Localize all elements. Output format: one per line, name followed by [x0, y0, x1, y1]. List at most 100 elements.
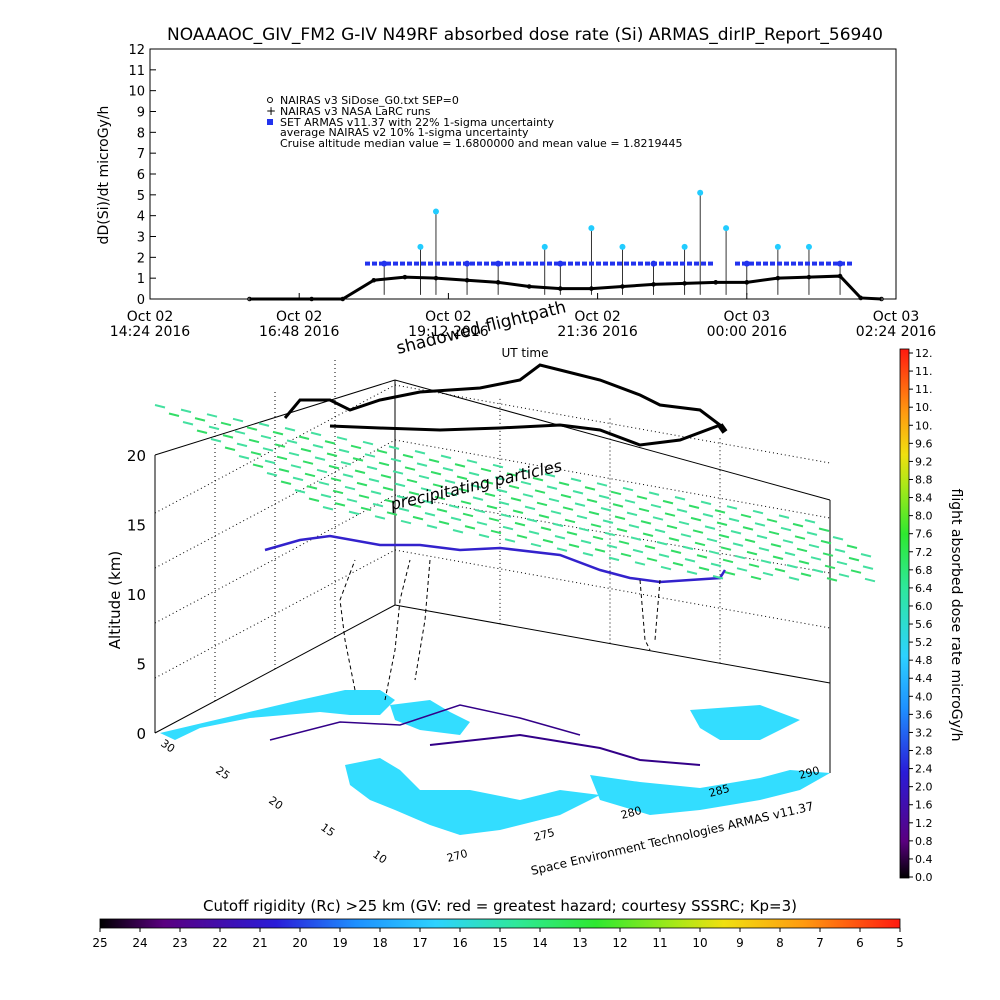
particle-mark [678, 520, 690, 526]
armas-band-point [763, 261, 768, 266]
particle-mark [576, 514, 588, 520]
top-y-tick-label: 4 [137, 210, 145, 225]
cutoff-rigidity-tick-label: 9 [736, 936, 744, 950]
colorbar-tick-label: 3.2 [915, 726, 933, 739]
particle-mark [364, 453, 376, 458]
particle-mark [548, 497, 560, 503]
particle-mark [792, 522, 804, 528]
particle-mark [442, 467, 454, 472]
armas-band-point [386, 261, 391, 266]
particle-mark [392, 470, 404, 475]
top-y-tick-label: 3 [137, 231, 145, 246]
armas-band-point [589, 261, 594, 266]
particle-mark [384, 498, 396, 504]
particle-mark [326, 452, 338, 457]
armas-band-point [463, 261, 468, 266]
particle-mark [312, 444, 324, 449]
particle-mark [266, 472, 278, 477]
box-grid-line [154, 549, 396, 679]
armas-band-point [840, 261, 845, 266]
box-dotted-grid [154, 359, 831, 701]
particle-mark [330, 477, 342, 482]
particle-mark [450, 516, 462, 522]
legend-marker-armas [267, 119, 273, 125]
particle-mark [320, 493, 332, 499]
particle-mark [768, 530, 780, 536]
particle-mark [482, 480, 494, 485]
particle-mark [206, 413, 218, 418]
particle-mark [812, 568, 824, 574]
particle-mark [706, 537, 718, 543]
particle-mark [648, 491, 660, 496]
particle-mark [592, 535, 604, 541]
particle-mark [428, 458, 440, 463]
particle-mark [366, 465, 378, 471]
particle-mark [636, 495, 648, 500]
particle-mark [778, 514, 790, 519]
top-x-tick-label-date: Oct 02 [574, 309, 620, 325]
particle-mark [520, 480, 532, 486]
particle-mark [528, 530, 540, 535]
particle-mark [672, 561, 684, 567]
particle-mark [246, 426, 258, 431]
particle-mark [770, 543, 782, 548]
particle-mark [462, 512, 474, 518]
flight-track-3d [264, 534, 727, 584]
cutoff-rigidity-tick-label: 18 [372, 936, 387, 950]
particle-mark [484, 492, 496, 497]
particle-mark [542, 538, 554, 544]
colorbar-tick-label: 10. [915, 401, 933, 414]
particle-mark [414, 450, 426, 455]
armas-point [681, 243, 688, 250]
particle-mark [734, 554, 746, 560]
colorbar-gradient [899, 348, 910, 879]
nairas-point [309, 296, 314, 302]
particle-mark [388, 445, 400, 450]
particle-mark [370, 490, 382, 495]
particle-mark [584, 486, 596, 491]
particle-mark [258, 422, 270, 427]
cutoff-rigidity-tick-label: 23 [172, 936, 187, 950]
land-south-america [590, 770, 830, 815]
nairas-point [713, 280, 719, 285]
armas-band-point [421, 261, 426, 266]
particle-mark [668, 537, 680, 542]
top-x-tick-label-date: Oct 02 [276, 309, 322, 325]
cutoff-rigidity-tick-label: 8 [776, 936, 784, 950]
particle-mark [208, 425, 220, 431]
altitude-tick-label: 0 [136, 725, 146, 743]
particle-mark [564, 518, 576, 524]
particle-mark [654, 528, 666, 534]
particle-mark [728, 517, 740, 523]
particle-mark [284, 427, 296, 432]
particle-mark [430, 470, 442, 476]
particle-mark [262, 447, 274, 452]
particle-mark [538, 514, 550, 519]
nairas-point [247, 296, 252, 302]
particle-mark [724, 571, 736, 576]
armas-band-point [512, 261, 517, 266]
particle-mark [498, 501, 510, 506]
particle-mark [510, 497, 522, 502]
armas-band-point [393, 261, 398, 266]
particle-mark [558, 481, 570, 486]
particle-mark [238, 455, 250, 460]
armas-band-point [645, 261, 650, 266]
latitude-tick-label: 25 [213, 764, 232, 783]
colorbar-ticks: 12. 11. 11. 10. 10. 9.6 9.2 8.8 8.4 8.0 7.6 7.2 6.8 6… [909, 347, 933, 884]
top-x-tick-label-date: Oct 03 [724, 309, 770, 325]
particle-mark [222, 434, 234, 439]
particle-mark [504, 538, 516, 543]
particle-mark [512, 509, 524, 514]
longitude-tick-label: 275 [532, 826, 556, 844]
latitude-tick-label: 20 [266, 794, 285, 813]
particle-mark [490, 529, 502, 535]
particle-mark [350, 444, 362, 450]
particle-mark [436, 508, 448, 513]
top-y-axis-label: dD(Si)/dt microGy/h [96, 106, 112, 245]
figure-title: NOAAAOC_GIV_FM2 G-IV N49RF absorbed dose… [167, 25, 883, 45]
top-data-points [247, 189, 884, 302]
